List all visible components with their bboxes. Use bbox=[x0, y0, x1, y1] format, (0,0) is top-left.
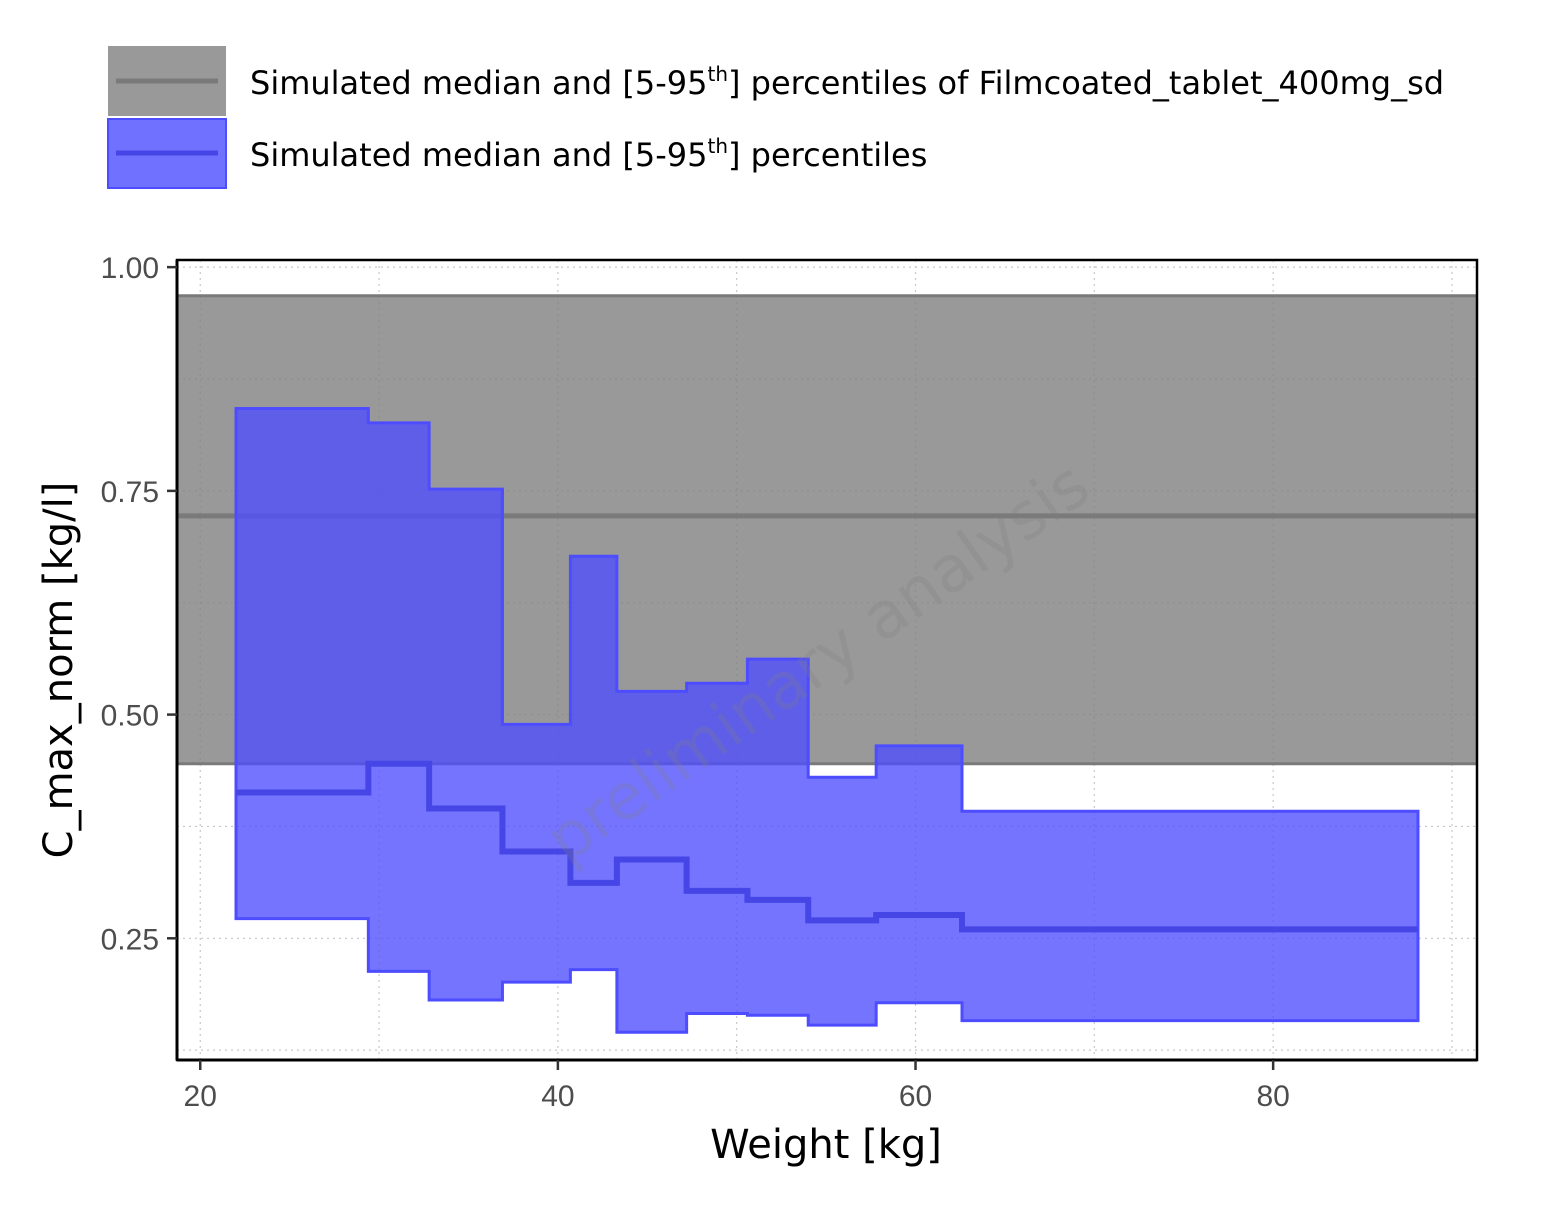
y-axis-ticks: 0.25 0.50 0.75 1.00 bbox=[101, 252, 177, 956]
x-tick-label: 60 bbox=[899, 1080, 932, 1113]
y-tick-label: 0.50 bbox=[101, 700, 159, 733]
legend-entry-reference: Simulated median and [5-95th] percentile… bbox=[108, 46, 1444, 116]
x-axis-ticks: 20 40 60 80 bbox=[184, 1060, 1290, 1113]
x-tick-label: 80 bbox=[1256, 1080, 1289, 1113]
x-tick-label: 40 bbox=[541, 1080, 574, 1113]
y-tick-label: 0.75 bbox=[101, 476, 159, 509]
y-tick-label: 0.25 bbox=[101, 923, 159, 956]
legend: Simulated median and [5-95th] percentile… bbox=[107, 46, 1444, 189]
x-axis-title: Weight [kg] bbox=[710, 1122, 942, 1168]
legend-entry-simulated: Simulated median and [5-95th] percentile… bbox=[107, 118, 927, 189]
legend-label-simulated: Simulated median and [5-95th] percentile… bbox=[250, 134, 927, 174]
series-median-line bbox=[236, 760, 1418, 933]
y-axis-title: C_max_norm [kg/l] bbox=[36, 482, 82, 859]
legend-label-reference: Simulated median and [5-95th] percentile… bbox=[250, 62, 1444, 102]
x-tick-label: 20 bbox=[184, 1080, 217, 1113]
y-tick-label: 1.00 bbox=[101, 252, 159, 285]
series-band bbox=[234, 407, 1420, 1034]
plot-panel: preliminary analysis bbox=[175, 258, 1479, 1062]
series-area bbox=[234, 407, 1420, 1034]
